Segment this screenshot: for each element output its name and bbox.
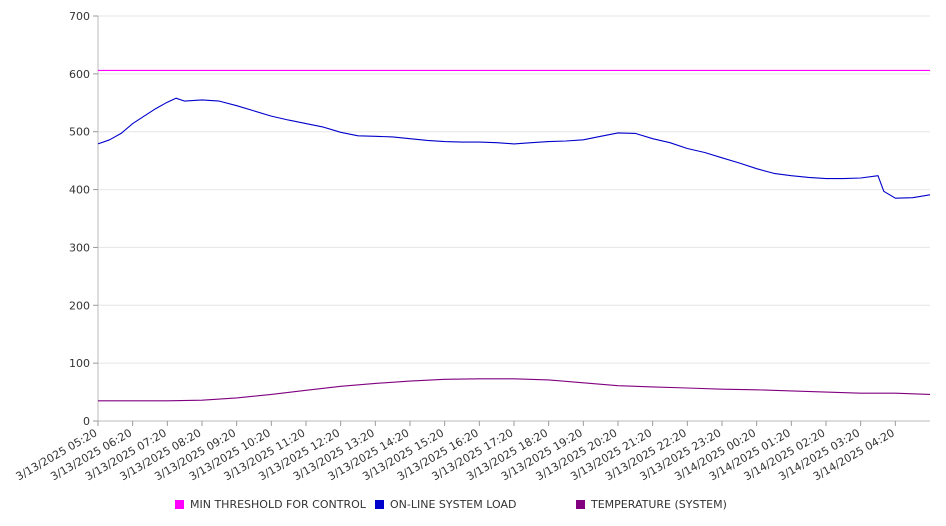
legend-swatch-temperature [576,500,585,509]
y-tick-label: 300 [69,241,90,254]
legend-swatch-system-load [375,500,384,509]
legend-swatch-threshold [175,500,184,509]
y-tick-label: 700 [69,10,90,23]
legend-item-threshold[interactable]: MIN THRESHOLD FOR CONTROL [175,498,366,511]
y-tick-label: 200 [69,299,90,312]
y-tick-label: 0 [83,415,90,428]
y-tick-label: 600 [69,68,90,81]
legend-label-threshold: MIN THRESHOLD FOR CONTROL [190,498,366,511]
legend-item-temperature[interactable]: TEMPERATURE (SYSTEM) [576,498,727,511]
y-tick-label: 100 [69,357,90,370]
legend-label-temperature: TEMPERATURE (SYSTEM) [591,498,727,511]
y-tick-label: 400 [69,184,90,197]
series-lines [97,69,931,402]
legend-item-system-load[interactable]: ON-LINE SYSTEM LOAD [375,498,516,511]
y-tick-label: 500 [69,126,90,139]
axes [97,16,930,422]
series-line-1 [97,97,931,199]
legend: MIN THRESHOLD FOR CONTROL ON-LINE SYSTEM… [0,498,946,514]
y-axis-ticks: 0 100 200 300 400 500 600 700 [69,10,98,428]
x-axis-ticks: 3/13/2025 05:203/13/2025 06:203/13/2025 … [14,421,897,483]
gridlines [98,15,930,364]
legend-label-system-load: ON-LINE SYSTEM LOAD [390,498,517,511]
series-line-2 [98,378,931,402]
